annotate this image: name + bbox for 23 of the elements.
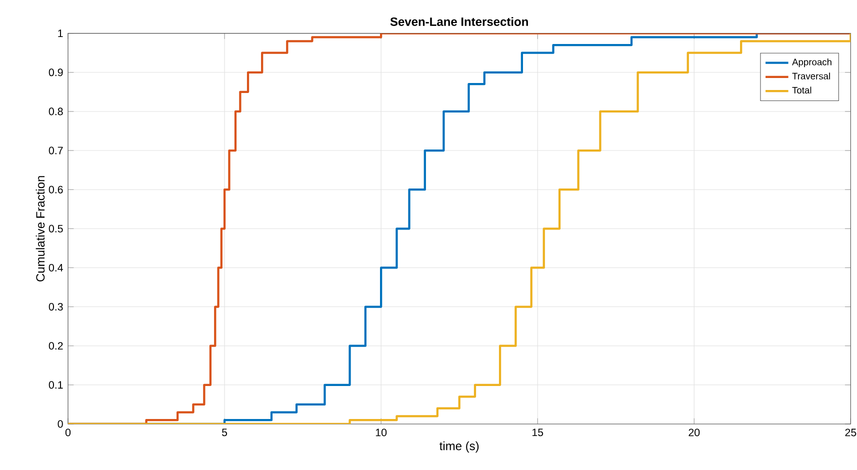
y-tick-label: 0.6 xyxy=(48,186,63,194)
y-tick-label: 0.8 xyxy=(48,108,63,116)
x-tick-label: 5 xyxy=(222,428,228,436)
legend-label: Total xyxy=(792,86,812,94)
y-tick-label: 0.9 xyxy=(48,68,63,76)
x-tick-label: 25 xyxy=(845,428,856,436)
y-tick-label: 0.5 xyxy=(48,224,63,232)
y-tick-label: 0.2 xyxy=(48,342,63,350)
legend-label: Approach xyxy=(792,58,832,68)
y-tick-label: 0 xyxy=(58,420,63,428)
y-tick-label: 0.3 xyxy=(48,303,63,311)
x-tick-label: 10 xyxy=(376,428,387,436)
y-axis-title: Cumulative Fraction xyxy=(36,176,45,282)
y-tick-label: 0.1 xyxy=(48,381,63,389)
x-tick-label: 0 xyxy=(65,428,71,436)
y-tick-label: 0.4 xyxy=(48,264,63,272)
y-tick-label: 0.7 xyxy=(48,146,63,154)
legend-label: Traversal xyxy=(792,72,830,80)
x-tick-label: 20 xyxy=(688,428,700,436)
chart-title: Seven-Lane Intersection xyxy=(390,17,528,26)
x-axis-title: time (s) xyxy=(440,441,479,453)
x-tick-label: 15 xyxy=(532,428,544,436)
y-tick-label: 1 xyxy=(58,30,63,37)
